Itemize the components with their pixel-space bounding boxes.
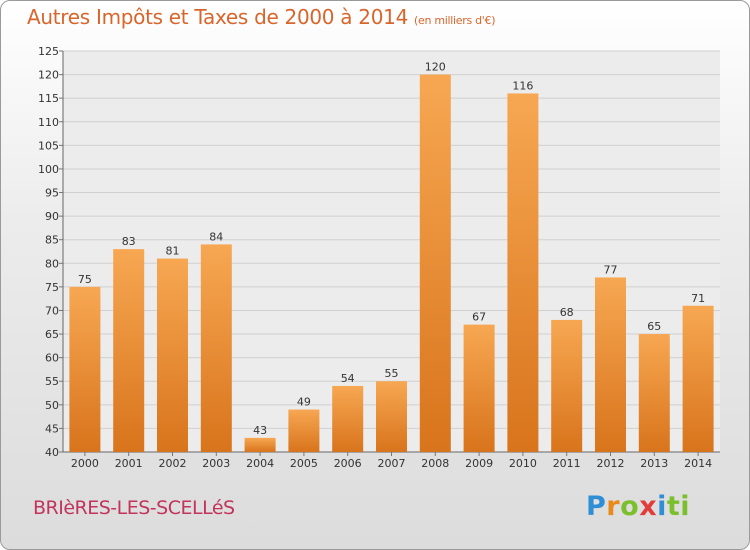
bar <box>682 305 714 452</box>
y-tick-label: 40 <box>45 446 59 459</box>
x-tick-label: 2007 <box>378 457 406 470</box>
bar <box>200 244 232 452</box>
town-name: BRIèRES-LES-SCELLéS <box>33 497 235 519</box>
data-label: 83 <box>122 235 136 248</box>
data-label: 71 <box>691 292 705 305</box>
bar <box>244 437 276 452</box>
data-label: 68 <box>560 306 574 319</box>
proxiti-logo: Proxiti <box>586 491 691 522</box>
data-label: 43 <box>253 424 267 437</box>
y-tick-label: 100 <box>38 163 59 176</box>
y-tick-label: 80 <box>45 257 59 270</box>
y-tick-label: 125 <box>38 45 59 58</box>
data-label: 84 <box>209 230 223 243</box>
bar <box>157 258 188 452</box>
y-tick-label: 70 <box>45 304 59 317</box>
data-label: 65 <box>647 320 661 333</box>
x-tick-label: 2010 <box>509 457 537 470</box>
y-tick-label: 75 <box>45 281 59 294</box>
bar <box>463 324 495 452</box>
data-label: 49 <box>297 396 311 409</box>
data-label: 67 <box>472 311 486 324</box>
x-tick-label: 2008 <box>421 457 449 470</box>
x-tick-label: 2002 <box>159 457 187 470</box>
y-tick-label: 90 <box>45 210 59 223</box>
y-tick-label: 60 <box>45 352 59 365</box>
y-tick-label: 120 <box>38 69 59 82</box>
data-label: 116 <box>512 79 533 92</box>
data-label: 55 <box>385 367 399 380</box>
y-tick-label: 50 <box>45 399 59 412</box>
data-label: 75 <box>78 273 92 286</box>
chart-title: Autres Impôts et Taxes de 2000 à 2014 (en… <box>27 5 495 29</box>
y-tick-label: 115 <box>38 92 59 105</box>
data-label: 54 <box>341 372 355 385</box>
y-tick-label: 95 <box>45 187 59 200</box>
y-tick-label: 65 <box>45 328 59 341</box>
bar <box>332 385 364 452</box>
y-tick-label: 105 <box>38 139 59 152</box>
bar <box>69 286 101 452</box>
bars <box>69 74 714 453</box>
y-tick-label: 45 <box>45 422 59 435</box>
y-tick-label: 110 <box>38 116 59 129</box>
labels: 40 45 50 55 60 65 70 75 80 85 90 95 100 105 110 115 120 1… <box>38 45 712 470</box>
data-label: 120 <box>425 61 446 74</box>
title-text: Autres Impôts et Taxes de 2000 à 2014 <box>27 5 408 29</box>
x-tick-label: 2005 <box>290 457 318 470</box>
data-label: 77 <box>604 263 618 276</box>
x-tick-label: 2006 <box>334 457 362 470</box>
bar <box>595 277 626 452</box>
x-tick-label: 2000 <box>71 457 99 470</box>
x-tick-label: 2004 <box>246 457 274 470</box>
bar <box>419 74 451 453</box>
x-tick-label: 2013 <box>640 457 668 470</box>
x-tick-label: 2003 <box>202 457 230 470</box>
x-tick-label: 2009 <box>465 457 493 470</box>
bar <box>113 249 145 452</box>
x-tick-label: 2014 <box>684 457 712 470</box>
x-tick-label: 2001 <box>115 457 143 470</box>
bar <box>638 334 670 452</box>
chart-subtitle: (en milliers d'€) <box>414 14 496 27</box>
data-label: 81 <box>166 245 180 258</box>
y-tick-label: 55 <box>45 375 59 388</box>
bar <box>288 409 320 452</box>
bar <box>376 381 407 452</box>
x-tick-label: 2011 <box>553 457 581 470</box>
x-tick-label: 2012 <box>597 457 625 470</box>
bar <box>507 93 539 452</box>
bar <box>551 319 583 452</box>
y-tick-label: 85 <box>45 234 59 247</box>
